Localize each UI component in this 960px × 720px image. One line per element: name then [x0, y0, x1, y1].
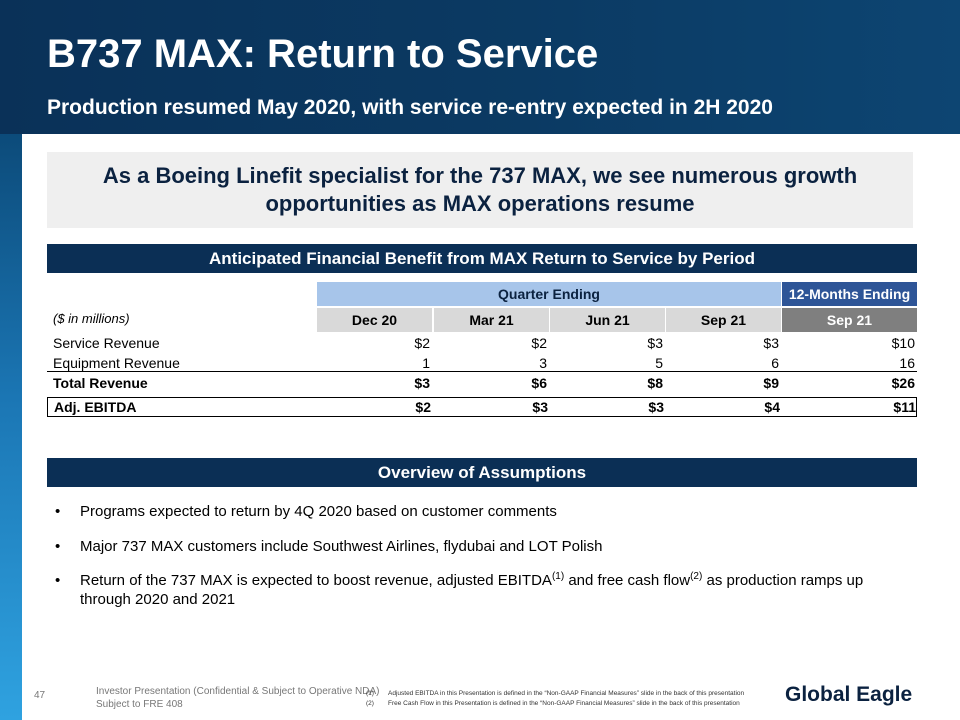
financial-section-title: Anticipated Financial Benefit from MAX R…: [47, 244, 917, 273]
table-cell: $3: [648, 399, 664, 415]
table-cell: 5: [655, 355, 663, 371]
table-cell: $3: [647, 335, 663, 351]
table-cell: 3: [539, 355, 547, 371]
table-cell: $10: [891, 335, 915, 351]
footnote-ref-2: (2): [690, 571, 703, 582]
bullet-text: Return of the 737 MAX is expected to boo…: [80, 571, 910, 609]
bullet-text-part: and free cash flow: [564, 572, 691, 589]
footer-line-2: Subject to FRE 408: [96, 699, 183, 710]
left-accent-strip: [0, 134, 22, 720]
table-cell: $2: [531, 335, 547, 351]
column-header-jun-21: Jun 21: [550, 308, 665, 332]
table-cell: $6: [531, 375, 547, 391]
table-cell: $4: [764, 399, 780, 415]
column-header-sep-21: Sep 21: [666, 308, 781, 332]
footnote-ref-1: (1): [551, 571, 565, 582]
highlight-text: As a Boeing Linefit specialist for the 7…: [102, 163, 858, 216]
row-label: Adj. EBITDA: [54, 399, 137, 415]
bullet-icon: •: [55, 503, 61, 520]
slide-title: B737 MAX: Return to Service: [47, 32, 599, 76]
table-row-service-revenue: Service Revenue $2 $2 $3 $3 $10: [47, 332, 917, 354]
bullet-text-part: Return of the 737 MAX is expected to boo…: [80, 572, 552, 589]
table-cell: $3: [414, 375, 430, 391]
table-cell: $8: [647, 375, 663, 391]
table-cell: 6: [771, 355, 779, 371]
bullet-icon: •: [55, 572, 61, 589]
column-header-dec-20: Dec 20: [317, 308, 432, 332]
quarter-ending-header: Quarter Ending: [317, 282, 781, 306]
table-cell: $2: [415, 399, 431, 415]
logo-wordmark: Global Eagle: [785, 683, 912, 706]
footer-line-1: Investor Presentation (Confidential & Su…: [96, 686, 380, 697]
assumptions-section-title: Overview of Assumptions: [47, 458, 917, 487]
table-cell: $3: [763, 335, 779, 351]
footnote-text: Free Cash Flow in this Presentation is d…: [388, 700, 740, 707]
table-cell: $3: [532, 399, 548, 415]
footnote: (2) Free Cash Flow in this Presentation i…: [366, 699, 744, 709]
row-label: Equipment Revenue: [53, 355, 180, 371]
bullet-icon: •: [55, 538, 61, 555]
footnote-number: (1): [366, 690, 374, 697]
table-cell: $2: [414, 335, 430, 351]
table-row-total-revenue: Total Revenue $3 $6 $8 $9 $26: [47, 371, 917, 393]
slide-subtitle: Production resumed May 2020, with servic…: [47, 96, 773, 119]
column-header-12m-sep-21: Sep 21: [782, 308, 917, 332]
table-cell: $26: [891, 375, 915, 391]
footnotes: (1) Adjusted EBITDA in this Presentation …: [366, 689, 744, 709]
table-cell: $9: [763, 375, 779, 391]
highlight-box: As a Boeing Linefit specialist for the 7…: [47, 152, 913, 228]
units-note: ($ in millions): [53, 311, 130, 326]
table-cell: 1: [422, 355, 430, 371]
bullet-text: Programs expected to return by 4Q 2020 b…: [80, 503, 557, 520]
page-number: 47: [34, 690, 46, 701]
row-label: Total Revenue: [53, 375, 148, 391]
row-label: Service Revenue: [53, 335, 160, 351]
table-row-equipment-revenue: Equipment Revenue 1 3 5 6 16: [47, 352, 917, 374]
bullet-text: Major 737 MAX customers include Southwes…: [80, 538, 603, 555]
table-row-adj-ebitda: Adj. EBITDA $2 $3 $3 $4 $11: [47, 397, 917, 417]
footnote-number: (2): [366, 700, 374, 707]
table-cell: 16: [899, 355, 915, 371]
table-cell: $11: [893, 399, 916, 415]
header-band: B737 MAX: Return to Service Production r…: [0, 0, 960, 134]
footer-disclaimer: Investor Presentation (Confidential & Su…: [96, 685, 379, 711]
column-header-mar-21: Mar 21: [434, 308, 549, 332]
global-eagle-logo: Global Eagle: [785, 683, 912, 706]
bullet-text-part: as production ramps up through 2020 and …: [80, 572, 864, 608]
footnote: (1) Adjusted EBITDA in this Presentation …: [366, 689, 744, 699]
footnote-text: Adjusted EBITDA in this Presentation is …: [388, 690, 745, 697]
twelve-month-ending-header: 12-Months Ending: [782, 282, 917, 306]
